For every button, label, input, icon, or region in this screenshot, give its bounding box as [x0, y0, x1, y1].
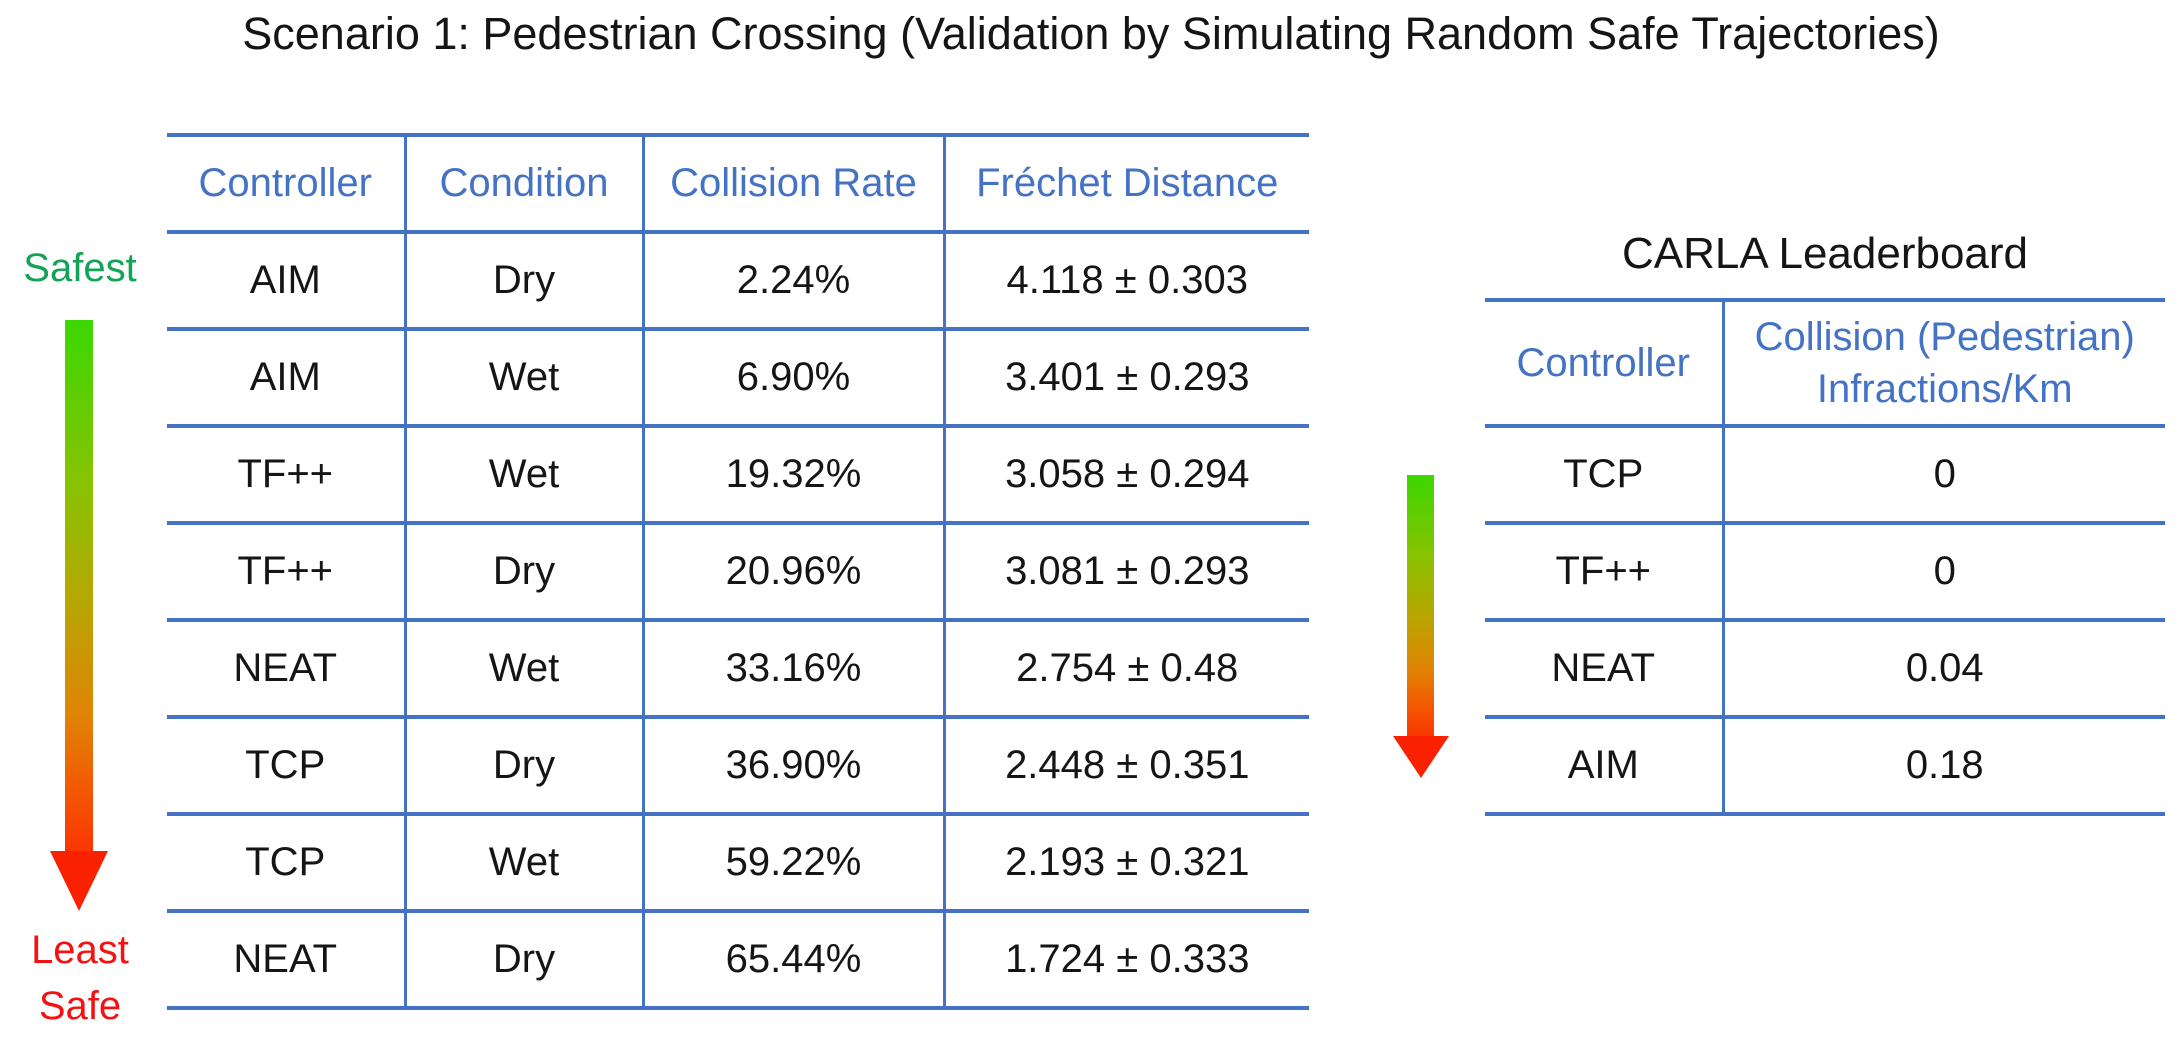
lb-cell-controller: TCP	[1485, 424, 1725, 523]
lb-header-collision-line2: Infractions/Km	[1816, 367, 2073, 411]
cell-condition: Dry	[405, 230, 645, 329]
table-row: AIM Wet 6.90% 3.401 ± 0.293	[167, 327, 1309, 426]
results-header-row: Controller Condition Collision Rate Fréc…	[167, 133, 1309, 232]
cell-frechet-distance: 3.058 ± 0.294	[944, 424, 1309, 523]
lb-cell-controller: NEAT	[1485, 618, 1725, 717]
table-row: TCP Wet 59.22% 2.193 ± 0.321	[167, 812, 1309, 911]
safest-label: Safest	[23, 246, 137, 290]
safety-gradient-arrow-head	[50, 851, 108, 911]
cell-collision-rate: 33.16%	[643, 618, 946, 717]
least-safe-label: Least Safe	[5, 922, 155, 1034]
cell-frechet-distance: 3.081 ± 0.293	[944, 521, 1309, 620]
safety-gradient-arrow-shaft	[65, 320, 93, 853]
cell-controller: TF++	[167, 521, 407, 620]
table-row: AIM 0.18	[1485, 715, 2165, 816]
cell-controller: TCP	[167, 812, 407, 911]
header-controller: Controller	[167, 133, 407, 232]
page-title: Scenario 1: Pedestrian Crossing (Validat…	[242, 8, 1940, 59]
leaderboard-table: Controller Collision (Pedestrian) Infrac…	[1485, 298, 2165, 816]
lb-header-collision-line1: Collision (Pedestrian)	[1754, 315, 2135, 359]
table-row: TF++ 0	[1485, 521, 2165, 620]
cell-controller: NEAT	[167, 909, 407, 1010]
cell-condition: Dry	[405, 715, 645, 814]
table-row: TCP 0	[1485, 424, 2165, 523]
cell-condition: Wet	[405, 618, 645, 717]
cell-frechet-distance: 2.754 ± 0.48	[944, 618, 1309, 717]
leaderboard-title: CARLA Leaderboard	[1621, 229, 2029, 278]
cell-controller: AIM	[167, 230, 407, 329]
cell-collision-rate: 19.32%	[643, 424, 946, 523]
cell-frechet-distance: 4.118 ± 0.303	[944, 230, 1309, 329]
leaderboard-gradient-arrow-head	[1393, 736, 1449, 778]
least-safe-line2: Safe	[38, 984, 122, 1028]
lb-cell-infractions: 0.18	[1723, 715, 2165, 816]
results-table: Controller Condition Collision Rate Fréc…	[167, 133, 1309, 1010]
lb-cell-infractions: 0	[1723, 521, 2165, 620]
cell-collision-rate: 59.22%	[643, 812, 946, 911]
cell-frechet-distance: 2.193 ± 0.321	[944, 812, 1309, 911]
lb-cell-infractions: 0	[1723, 424, 2165, 523]
cell-condition: Dry	[405, 909, 645, 1010]
lb-header-collision: Collision (Pedestrian) Infractions/Km	[1723, 298, 2165, 426]
cell-frechet-distance: 3.401 ± 0.293	[944, 327, 1309, 426]
table-row: NEAT Wet 33.16% 2.754 ± 0.48	[167, 618, 1309, 717]
cell-collision-rate: 36.90%	[643, 715, 946, 814]
table-row: TF++ Wet 19.32% 3.058 ± 0.294	[167, 424, 1309, 523]
cell-controller: AIM	[167, 327, 407, 426]
cell-condition: Dry	[405, 521, 645, 620]
cell-collision-rate: 6.90%	[643, 327, 946, 426]
table-row: TCP Dry 36.90% 2.448 ± 0.351	[167, 715, 1309, 814]
table-row: AIM Dry 2.24% 4.118 ± 0.303	[167, 230, 1309, 329]
cell-condition: Wet	[405, 812, 645, 911]
header-condition: Condition	[405, 133, 645, 232]
table-row: NEAT Dry 65.44% 1.724 ± 0.333	[167, 909, 1309, 1010]
cell-collision-rate: 65.44%	[643, 909, 946, 1010]
header-collision-rate: Collision Rate	[643, 133, 946, 232]
cell-condition: Wet	[405, 424, 645, 523]
cell-collision-rate: 20.96%	[643, 521, 946, 620]
lb-cell-controller: AIM	[1485, 715, 1725, 816]
cell-condition: Wet	[405, 327, 645, 426]
cell-frechet-distance: 2.448 ± 0.351	[944, 715, 1309, 814]
lb-header-controller: Controller	[1485, 298, 1725, 426]
least-safe-line1: Least	[31, 928, 129, 972]
cell-controller: NEAT	[167, 618, 407, 717]
table-row: TF++ Dry 20.96% 3.081 ± 0.293	[167, 521, 1309, 620]
cell-collision-rate: 2.24%	[643, 230, 946, 329]
lb-cell-infractions: 0.04	[1723, 618, 2165, 717]
cell-controller: TCP	[167, 715, 407, 814]
leaderboard-header-row: Controller Collision (Pedestrian) Infrac…	[1485, 298, 2165, 426]
header-frechet-distance: Fréchet Distance	[944, 133, 1309, 232]
leaderboard-gradient-arrow-shaft	[1407, 475, 1434, 738]
lb-cell-controller: TF++	[1485, 521, 1725, 620]
cell-frechet-distance: 1.724 ± 0.333	[944, 909, 1309, 1010]
table-row: NEAT 0.04	[1485, 618, 2165, 717]
cell-controller: TF++	[167, 424, 407, 523]
